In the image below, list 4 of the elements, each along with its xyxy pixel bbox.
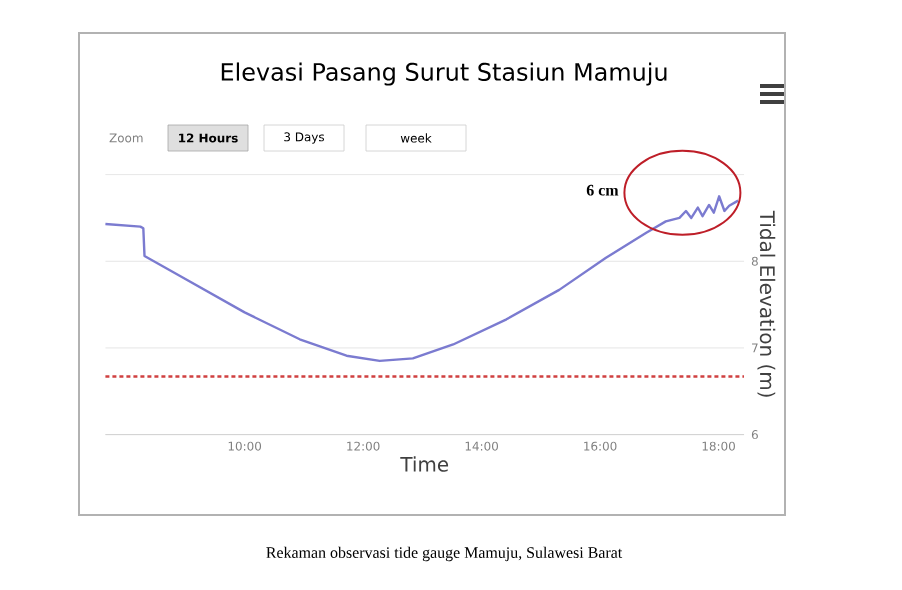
line-series <box>104 195 740 363</box>
chart-title: Elevasi Pasang Surut Stasiun Mamuju <box>221 62 667 86</box>
x-axis-title: Time <box>400 456 449 472</box>
y-axis-title: Tidal Elevation (m) <box>757 210 776 397</box>
